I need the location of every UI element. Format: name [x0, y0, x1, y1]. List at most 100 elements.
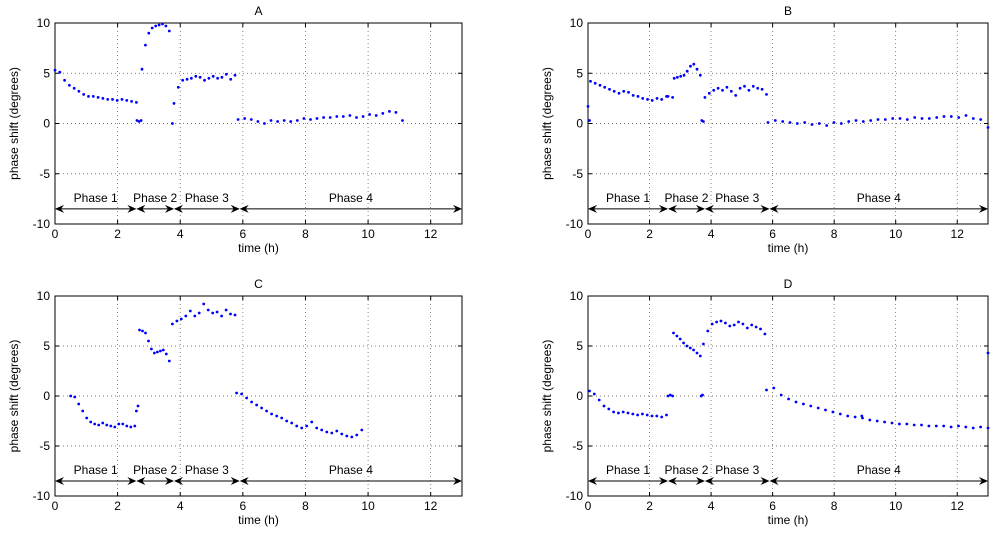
data-point [53, 68, 57, 72]
data-point [986, 126, 990, 129]
phase-arrow-head-right [659, 204, 668, 213]
data-point [129, 425, 133, 429]
data-point [97, 423, 101, 427]
data-point [167, 359, 171, 363]
data-point [335, 429, 339, 433]
data-point [621, 410, 625, 414]
phase-arrow-3: Phase 3 [173, 463, 240, 485]
data-point [631, 94, 635, 97]
phase-label: Phase 3 [185, 463, 229, 477]
phase-arrow-head-right [659, 477, 668, 485]
data-point [290, 421, 294, 425]
data-point [135, 119, 139, 122]
data-point [765, 93, 768, 96]
data-point [216, 76, 220, 80]
x-tick-label: 4 [708, 499, 715, 513]
data-point [766, 121, 770, 124]
data-point [117, 422, 121, 426]
data-point [179, 317, 183, 321]
data-point [890, 421, 894, 425]
phase-arrow-2: Phase 2 [133, 191, 178, 213]
phase-arrow-head-right [695, 204, 705, 213]
phase-arrow-4: Phase 4 [239, 191, 462, 213]
data-point [756, 86, 760, 90]
phase-label: Phase 2 [133, 463, 177, 477]
phase-label: Phase 4 [329, 191, 373, 205]
data-point [592, 392, 596, 396]
data-point [750, 323, 754, 327]
phase-arrow-head-right [230, 204, 240, 213]
data-point [263, 122, 266, 125]
phase-label: Phase 1 [74, 463, 118, 477]
data-point [345, 434, 349, 438]
data-point [295, 424, 299, 428]
data-point [586, 105, 590, 108]
data-point [825, 124, 829, 127]
x-tick-label: 6 [769, 499, 776, 513]
data-point [280, 416, 284, 420]
data-point [645, 413, 649, 417]
data-point [702, 120, 705, 123]
data-point [125, 424, 129, 428]
data-point [692, 348, 695, 352]
data-point [77, 402, 81, 406]
data-point [934, 424, 938, 428]
phase-arrow-head-left [769, 477, 779, 485]
data-point [309, 118, 312, 121]
data-points [53, 22, 404, 125]
data-point [695, 351, 699, 355]
phase-label: Phase 4 [329, 463, 373, 477]
phase-arrow-1: Phase 1 [588, 463, 668, 485]
data-point [949, 115, 953, 118]
data-point [935, 116, 939, 119]
data-point [622, 89, 626, 93]
data-point [135, 409, 138, 413]
data-point [602, 404, 606, 408]
data-point [159, 349, 162, 353]
phase-label: Phase 4 [857, 463, 901, 477]
y-tick-label: -10 [566, 217, 584, 231]
x-tick-label: 8 [302, 499, 309, 513]
x-tick-label: 2 [646, 227, 653, 241]
data-point [734, 94, 738, 97]
data-point [220, 314, 224, 318]
data-point [942, 115, 946, 118]
x-tick-label: 6 [240, 499, 247, 513]
data-point [91, 95, 95, 98]
data-point [772, 386, 776, 390]
data-point [672, 76, 676, 80]
data-point [139, 119, 143, 122]
data-point [305, 424, 309, 428]
phase-arrow-4: Phase 4 [239, 463, 462, 485]
x-tick-label: 2 [114, 499, 121, 513]
x-axis-label: time (h) [768, 513, 809, 527]
data-point [685, 344, 689, 348]
data-point [876, 118, 880, 121]
data-point [732, 323, 736, 327]
chart-title: B [784, 4, 792, 18]
data-point [203, 78, 206, 82]
data-point [101, 421, 105, 425]
data-point [810, 123, 814, 126]
data-point [869, 119, 873, 122]
data-point [138, 328, 141, 332]
data-point [759, 327, 762, 331]
phase-label: Phase 2 [664, 463, 708, 477]
data-point [617, 411, 620, 415]
data-point [147, 339, 150, 343]
data-point [738, 86, 742, 90]
phase-arrow-head-left [173, 477, 183, 485]
data-point [760, 87, 764, 91]
data-point [185, 77, 189, 81]
data-point [156, 350, 159, 354]
phase-label: Phase 2 [664, 191, 708, 205]
data-point [161, 22, 164, 26]
data-point [101, 97, 105, 100]
data-point [215, 310, 219, 314]
data-point [898, 422, 901, 426]
data-point [631, 412, 635, 416]
data-point [612, 89, 616, 93]
